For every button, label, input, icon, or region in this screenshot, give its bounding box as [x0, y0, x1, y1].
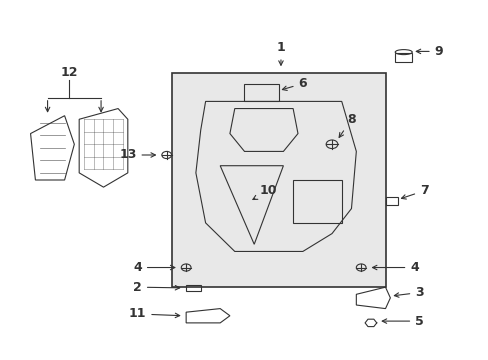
- Text: 1: 1: [276, 41, 285, 65]
- Text: 2: 2: [133, 281, 179, 294]
- Text: 5: 5: [382, 315, 423, 328]
- Text: 12: 12: [61, 66, 78, 79]
- Text: 3: 3: [393, 286, 423, 299]
- Text: 6: 6: [282, 77, 306, 90]
- Bar: [385, 197, 397, 205]
- FancyBboxPatch shape: [171, 73, 385, 287]
- Text: 10: 10: [252, 184, 277, 199]
- Text: 9: 9: [415, 45, 443, 58]
- Bar: [186, 285, 201, 291]
- Text: 7: 7: [401, 184, 428, 199]
- Text: 13: 13: [119, 148, 155, 162]
- Text: 11: 11: [128, 307, 179, 320]
- Text: 8: 8: [339, 113, 355, 138]
- Bar: [394, 53, 411, 62]
- Text: 4: 4: [372, 261, 418, 274]
- Text: 4: 4: [133, 261, 175, 274]
